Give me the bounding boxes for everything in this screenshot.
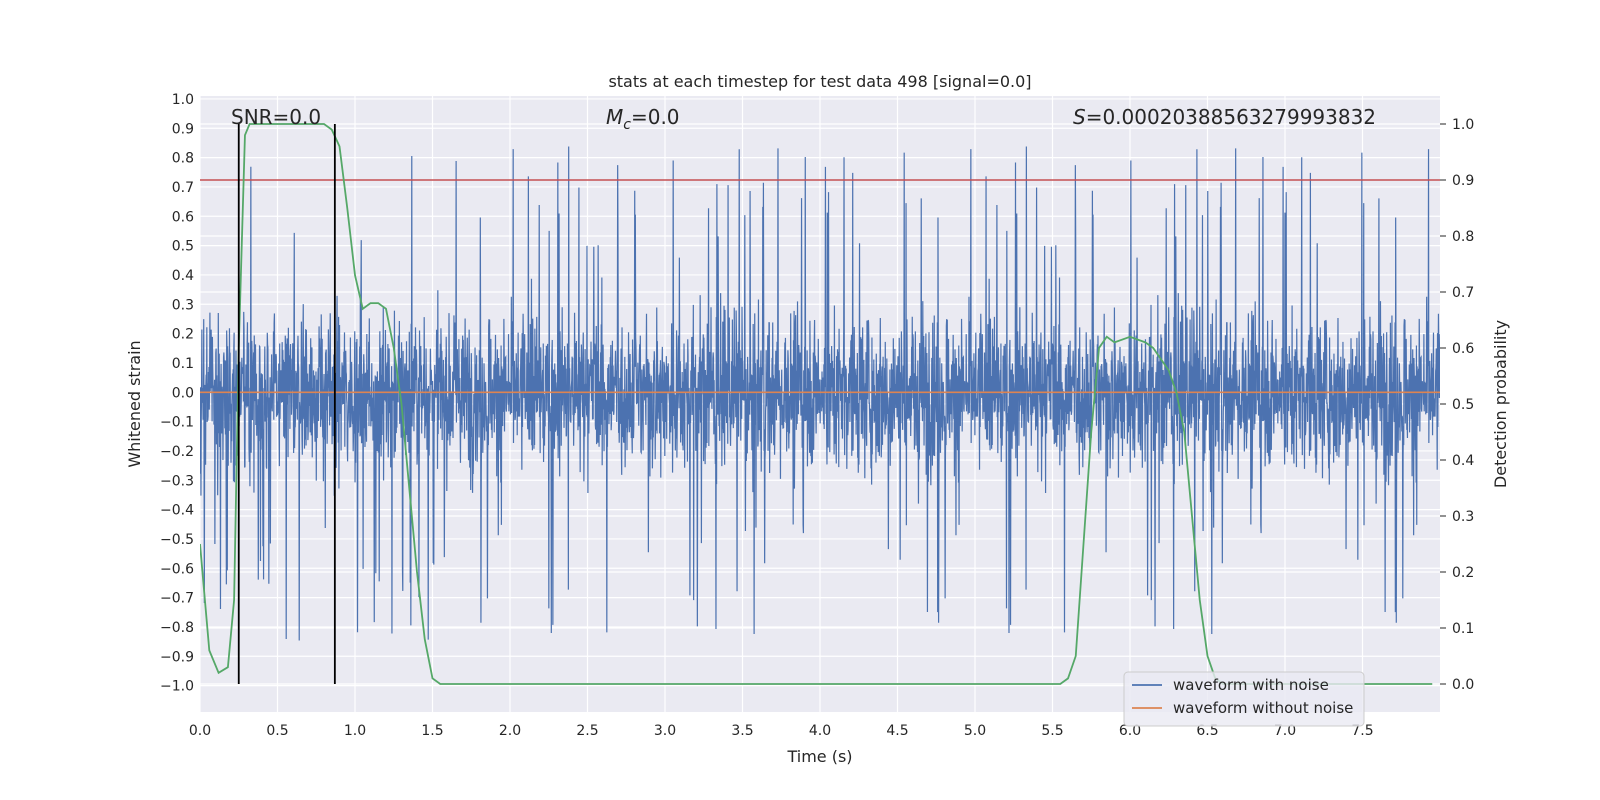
y-tick-label: −1.0 <box>160 679 194 695</box>
legend-box <box>1123 671 1365 727</box>
y-tick-label: 0.2 <box>172 327 194 343</box>
x-tick-label: 3.0 <box>654 723 676 739</box>
x-tick-label: 7.0 <box>1274 723 1296 739</box>
y-tick-label: 0.8 <box>172 151 194 167</box>
y-axis-right: 1.0 0.9 0.8 0.7 0.6 0.5 0.4 0.3 0.2 0.1 0.0 <box>1440 117 1474 693</box>
annotation-chirp-mass: Mc=0.0 <box>606 105 680 133</box>
y-tick-label: 0.3 <box>172 297 194 313</box>
x-tick-label: 1.5 <box>421 723 443 739</box>
y2-tick-label: 0.0 <box>1452 677 1474 693</box>
annotation-mc-subscript: c <box>623 117 631 133</box>
y-tick-label: 0.9 <box>172 121 194 137</box>
annotation-s-symbol: S <box>1073 105 1086 129</box>
x-axis-label: Time (s) <box>786 747 852 766</box>
annotation-mc-symbol: M <box>606 105 623 129</box>
y-axis-left: 1.0 0.9 0.8 0.7 0.6 0.5 0.4 0.3 0.2 0.1 0.0 −0.1 −0.… <box>160 92 194 695</box>
y-axis-label: Whitened strain <box>125 340 144 467</box>
y-tick-label: 0.0 <box>172 385 194 401</box>
x-tick-label: 2.0 <box>499 723 521 739</box>
legend-entry-noise: waveform with noise <box>1173 676 1329 694</box>
chart-title: stats at each timestep for test data 498… <box>608 72 1031 91</box>
legend: waveform with noise waveform without noi… <box>1123 671 1365 727</box>
y-tick-label: −0.1 <box>160 415 194 431</box>
annotation-snr: SNR=0.0 <box>231 105 321 129</box>
y2-axis-label: Detection probability <box>1491 320 1510 488</box>
series-waveform-with-noise <box>200 146 1440 641</box>
x-tick-label: 5.0 <box>964 723 986 739</box>
y2-tick-label: 0.2 <box>1452 565 1474 581</box>
y-tick-label: −0.2 <box>160 444 194 460</box>
x-tick-label: 6.0 <box>1119 723 1141 739</box>
y-tick-label: 0.1 <box>172 356 194 372</box>
x-tick-label: 4.0 <box>809 723 831 739</box>
y2-tick-label: 0.4 <box>1452 453 1474 469</box>
x-tick-label: 4.5 <box>886 723 908 739</box>
y-tick-label: 1.0 <box>172 92 194 108</box>
y-tick-label: −0.9 <box>160 649 194 665</box>
y2-tick-label: 0.6 <box>1452 341 1474 357</box>
plot-marks <box>200 123 1440 685</box>
y-tick-label: 0.6 <box>172 209 194 225</box>
y-tick-label: −0.7 <box>160 591 194 607</box>
annotation-mc-value: =0.0 <box>631 105 680 129</box>
y-tick-label: 0.7 <box>172 180 194 196</box>
x-tick-label: 1.0 <box>344 723 366 739</box>
y2-tick-label: 0.7 <box>1452 285 1474 301</box>
x-tick-label: 0.5 <box>266 723 288 739</box>
y-tick-label: −0.3 <box>160 473 194 489</box>
y2-tick-label: 1.0 <box>1452 117 1474 133</box>
x-tick-label: 2.5 <box>576 723 598 739</box>
y2-tick-label: 0.1 <box>1452 621 1474 637</box>
y-tick-label: −0.8 <box>160 620 194 636</box>
legend-entry-clean: waveform without noise <box>1173 699 1353 717</box>
x-tick-label: 7.5 <box>1351 723 1373 739</box>
y-tick-label: −0.5 <box>160 532 194 548</box>
x-tick-label: 3.5 <box>731 723 753 739</box>
y-tick-label: 0.5 <box>172 239 194 255</box>
y-tick-label: 0.4 <box>172 268 194 284</box>
x-tick-label: 6.5 <box>1196 723 1218 739</box>
x-axis: 0.0 0.5 1.0 1.5 2.0 2.5 3.0 3.5 4.0 4.5 5.0 5.5 6.0 6… <box>189 723 1374 739</box>
y-tick-label: −0.6 <box>160 561 194 577</box>
series-detection-probability <box>200 123 1433 685</box>
y2-tick-label: 0.5 <box>1452 397 1474 413</box>
y2-tick-label: 0.9 <box>1452 173 1474 189</box>
y2-tick-label: 0.8 <box>1452 229 1474 245</box>
y-tick-label: −0.4 <box>160 503 194 519</box>
x-tick-label: 0.0 <box>189 723 211 739</box>
annotation-score: S=0.00020388563279993832 <box>1073 105 1376 129</box>
event-marker-lines <box>237 124 336 684</box>
x-tick-label: 5.5 <box>1041 723 1063 739</box>
annotation-s-value: =0.00020388563279993832 <box>1086 105 1376 129</box>
y2-tick-label: 0.3 <box>1452 509 1474 525</box>
